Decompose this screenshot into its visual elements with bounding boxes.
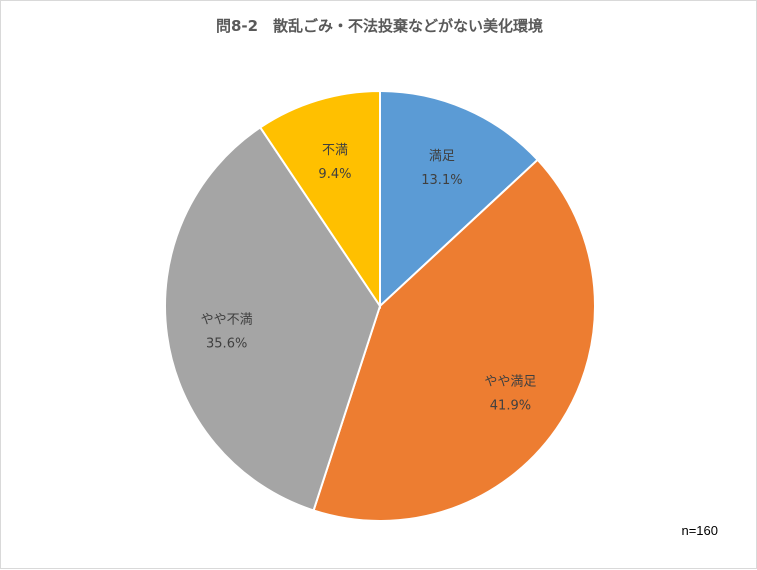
slice-value-manzoku: 13.1% bbox=[421, 173, 462, 188]
sample-size-note: n=160 bbox=[681, 523, 718, 538]
slice-label-fuman: 不満 bbox=[322, 143, 348, 158]
slice-value-fuman: 9.4% bbox=[318, 167, 351, 182]
slice-value-yaya-fuman: 35.6% bbox=[206, 336, 247, 351]
pie-slice-fuman bbox=[258, 89, 381, 310]
slice-value-yaya-manzoku: 41.9% bbox=[490, 398, 531, 413]
pie-slice-manzoku bbox=[379, 89, 540, 309]
pie-slice-yaya-manzoku bbox=[312, 158, 596, 522]
chart-title: 問8-2 散乱ごみ・不法投棄などがない美化環境 bbox=[215, 17, 544, 35]
slice-label-yaya-fuman: やや不満 bbox=[201, 312, 253, 327]
pie-slice-yaya-fuman bbox=[164, 126, 382, 512]
slice-label-manzoku: 満足 bbox=[429, 149, 455, 164]
slice-label-yaya-manzoku: やや満足 bbox=[484, 374, 536, 389]
